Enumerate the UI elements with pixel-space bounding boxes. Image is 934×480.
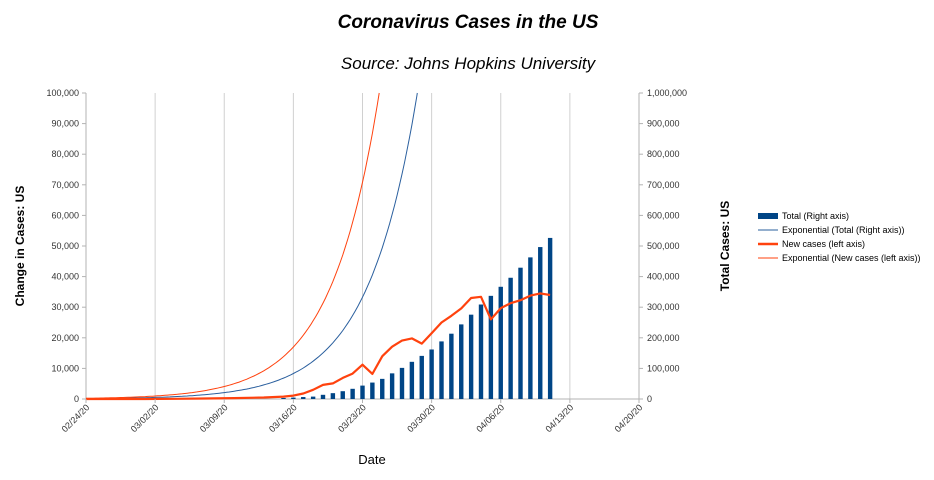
trendline-new-cases	[85, 92, 380, 399]
y-right-tick-label: 200,000	[647, 333, 680, 343]
y-right-tick-label: 400,000	[647, 272, 680, 282]
y-right-tick-label: 1,000,000	[647, 88, 687, 98]
y-left-tick-label: 30,000	[51, 302, 79, 312]
bar-total	[281, 397, 286, 399]
bar-total	[340, 391, 345, 399]
legend-swatch-total	[758, 213, 778, 219]
legend-label: Total (Right axis)	[782, 211, 849, 221]
legend-label: Exponential (New cases (left axis))	[782, 253, 921, 263]
y-left-axis-title: Change in Cases: US	[13, 186, 27, 307]
y-right-tick-label: 500,000	[647, 241, 680, 251]
line-new-cases	[86, 292, 551, 401]
bar-total	[419, 355, 424, 399]
y-left-tick-label: 20,000	[51, 333, 79, 343]
bar-total	[528, 257, 533, 399]
bar-total	[439, 341, 444, 399]
bar-total	[350, 388, 355, 399]
x-tick-label: 03/23/20	[336, 402, 368, 434]
bar-total	[547, 237, 553, 399]
y-left-tick-label: 50,000	[51, 241, 79, 251]
y-right-ticks: 0 100,000 200,000 300,000 400,000 500,000 600,…	[639, 88, 687, 404]
legend: Total (Right axis) Exponential (Total (Ri…	[758, 211, 921, 263]
bar-total	[330, 393, 336, 399]
y-left-tick-label: 60,000	[51, 210, 79, 220]
x-tick-label: 03/30/20	[405, 402, 437, 434]
bar-total	[360, 385, 365, 399]
x-ticks: 02/24/20 03/02/20 03/09/20 03/16/20 03/23/20…	[60, 399, 645, 434]
y-right-tick-label: 100,000	[647, 363, 680, 373]
bar-total	[488, 295, 494, 399]
y-right-tick-label: 600,000	[647, 210, 680, 220]
bars-total	[281, 237, 553, 399]
bar-total	[399, 367, 405, 399]
y-left-tick-label: 80,000	[51, 149, 79, 159]
x-tick-label: 04/20/20	[613, 402, 645, 434]
bar-total	[310, 396, 316, 399]
y-left-tick-label: 40,000	[51, 272, 79, 282]
legend-label: New cases (left axis)	[782, 239, 865, 249]
x-axis-title: Date	[358, 452, 385, 467]
bar-total	[478, 304, 484, 399]
y-left-tick-label: 100,000	[46, 88, 79, 98]
bar-total	[370, 382, 375, 399]
grid	[154, 93, 571, 399]
y-right-tick-label: 800,000	[647, 149, 680, 159]
x-tick-label: 03/09/20	[198, 402, 230, 434]
bar-total	[459, 324, 464, 399]
y-right-axis-title: Total Cases: US	[718, 201, 732, 291]
x-tick-label: 03/02/20	[129, 402, 161, 434]
bar-total	[449, 333, 454, 399]
bar-total	[409, 361, 415, 399]
y-right-tick-label: 0	[647, 394, 652, 404]
bar-total	[518, 267, 523, 399]
x-tick-label: 03/16/20	[267, 402, 299, 434]
bar-total	[301, 397, 306, 399]
y-left-tick-label: 0	[74, 394, 79, 404]
y-right-tick-label: 300,000	[647, 302, 680, 312]
bar-total	[291, 397, 296, 399]
x-tick-label: 04/06/20	[474, 402, 506, 434]
series-lines	[85, 92, 551, 401]
bar-total	[498, 286, 503, 399]
y-right-tick-label: 900,000	[647, 119, 680, 129]
trendline-total	[86, 92, 418, 400]
chart-subtitle: Source: Johns Hopkins University	[341, 54, 597, 73]
legend-label: Exponential (Total (Right axis))	[782, 225, 905, 235]
bar-total	[508, 277, 513, 399]
chart-title: Coronavirus Cases in the US	[338, 12, 599, 33]
y-left-tick-label: 70,000	[51, 180, 79, 190]
x-tick-label: 02/24/20	[60, 402, 92, 434]
bar-total	[320, 394, 326, 399]
bar-total	[538, 247, 543, 399]
y-right-tick-label: 700,000	[647, 180, 680, 190]
bar-total	[389, 373, 395, 399]
y-left-ticks: 0 10,000 20,000 30,000 40,000 50,000 60,000 70,…	[46, 88, 86, 404]
y-left-tick-label: 90,000	[51, 119, 79, 129]
bar-total	[468, 314, 474, 399]
bar-total	[429, 349, 434, 399]
bar-total	[380, 378, 385, 399]
x-tick-label: 04/13/20	[543, 402, 575, 434]
y-left-tick-label: 10,000	[51, 363, 79, 373]
